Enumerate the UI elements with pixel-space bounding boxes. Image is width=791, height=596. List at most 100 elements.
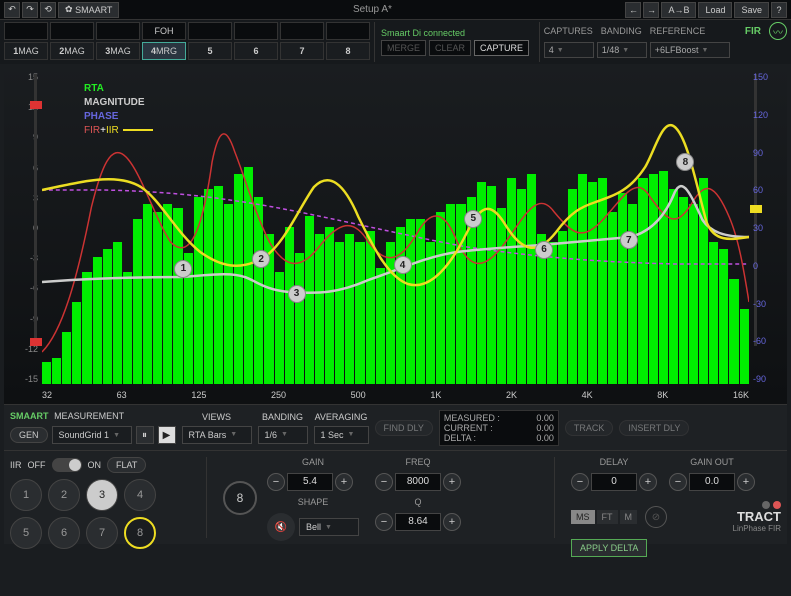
capture-slot[interactable] [234,22,278,40]
brand-label: TRACT [675,509,781,524]
save-button[interactable]: Save [734,2,769,18]
eq-band-node[interactable]: 2 [252,250,270,268]
iir-toggle[interactable] [52,458,82,472]
eq-band-node[interactable]: 8 [676,153,694,171]
shape-dropdown[interactable]: Bell [299,518,359,536]
reference-label: REFERENCE [650,26,706,36]
views-dropdown[interactable]: RTA Bars [182,426,252,444]
iir-label: IIR [10,460,22,470]
banding-dropdown2[interactable]: 1/6 [258,426,308,444]
ab-button[interactable]: A→B [661,2,696,18]
eq-band-node[interactable]: 6 [535,241,553,259]
find-delay-button[interactable]: FIND DLY [375,420,433,436]
source-dropdown[interactable]: SoundGrid 1 [52,426,132,444]
iir-band-8[interactable]: 8 [124,517,156,549]
analyzer-chart: 15129630-3-6-9-12-15 12345678 RTA MAGNIT… [4,64,787,404]
eq-band-node[interactable]: 7 [620,231,638,249]
chart-legend: RTA MAGNITUDE PHASE FIR+IIR [84,82,153,138]
iir-band-4[interactable]: 4 [124,479,156,511]
connection-status: Smaart Di connected [381,28,533,38]
delay-readout: MEASURED :0.00 CURRENT :0.00 DELTA :0.00 [439,410,559,446]
redo-button[interactable]: ↷ [22,2,38,18]
measurement-bar: SMAART MEASUREMENT GEN SoundGrid 1 ⏸ ▶ V… [4,404,787,450]
iir-band-6[interactable]: 6 [48,517,80,549]
capture-button[interactable]: CAPTURE [474,40,529,56]
merge-button[interactable]: MERGE [381,40,426,56]
iir-band-2[interactable]: 2 [48,479,80,511]
capture-tab[interactable]: 3 MAG [96,42,140,60]
capture-tab[interactable]: 8 [326,42,370,60]
banding-label: BANDING [601,26,642,36]
capture-slot[interactable] [326,22,370,40]
fir-pulse-icon[interactable]: 〰 [769,22,787,40]
flat-button[interactable]: FLAT [107,457,146,473]
delay-value[interactable]: 0 [591,473,637,491]
track-button[interactable]: TRACK [565,420,614,436]
capture-slot[interactable] [4,22,48,40]
delay-minus[interactable]: − [571,473,589,491]
gainout-plus[interactable]: + [737,473,755,491]
reference-dropdown[interactable]: +6LFBoost [650,42,730,58]
iir-band-1[interactable]: 1 [10,479,42,511]
capture-slot[interactable]: FOH [142,22,186,40]
insert-delay-button[interactable]: INSERT DLY [619,420,689,436]
preset-title: Setup A* [121,4,623,15]
capture-bar: FOH 1 MAG2 MAG3 MAG4 MRG5 6 7 8 Smaart D… [0,20,791,64]
captures-dropdown[interactable]: 4 [544,42,594,58]
help-button[interactable]: ? [771,2,787,18]
gain-value[interactable]: 5.4 [287,473,333,491]
fir-label: FIR [745,26,761,37]
capture-tab[interactable]: 7 [280,42,324,60]
gain-plus[interactable]: + [335,473,353,491]
mute-icon[interactable]: 🔇 [267,513,295,541]
gen-button[interactable]: GEN [10,427,48,443]
freq-plus[interactable]: + [443,473,461,491]
capture-slot[interactable] [188,22,232,40]
top-toolbar: ↶ ↷ ⟲ ✿ SMAART Setup A* ← → A→B Load Sav… [0,0,791,20]
eq-panel: IIR OFF ON FLAT 12345678 8 GAIN −5.4+ SH… [4,450,787,544]
capture-tab[interactable]: 1 MAG [4,42,48,60]
eq-band-node[interactable]: 5 [464,210,482,228]
averaging-dropdown[interactable]: 1 Sec [314,426,369,444]
capture-tab[interactable]: 2 MAG [50,42,94,60]
freq-minus[interactable]: − [375,473,393,491]
apply-delta-button[interactable]: APPLY DELTA [571,539,647,557]
selected-band-knob[interactable]: 8 [223,481,257,515]
iir-band-3[interactable]: 3 [86,479,118,511]
smaart-label: SMAART [10,411,49,421]
pause-button[interactable]: ⏸ [136,426,154,444]
undo-button[interactable]: ↶ [4,2,20,18]
capture-slot[interactable] [96,22,140,40]
capture-slot[interactable] [50,22,94,40]
capture-slot[interactable] [280,22,324,40]
q-value[interactable]: 8.64 [395,513,441,531]
left-range-slider[interactable] [34,74,37,346]
captures-label: CAPTURES [544,26,593,36]
gainout-minus[interactable]: − [669,473,687,491]
q-minus[interactable]: − [375,513,393,531]
reset-button[interactable]: ⟲ [40,2,56,18]
gain-minus[interactable]: − [267,473,285,491]
next-button[interactable]: → [643,2,659,18]
capture-tab[interactable]: 4 MRG [142,42,186,60]
play-button[interactable]: ▶ [158,426,176,444]
freq-value[interactable]: 8000 [395,473,441,491]
clear-button[interactable]: CLEAR [429,40,471,56]
gear-icon: ✿ [65,4,73,15]
capture-tab[interactable]: 6 [234,42,278,60]
null-icon[interactable]: ⊘ [645,506,667,528]
delay-plus[interactable]: + [639,473,657,491]
iir-band-5[interactable]: 5 [10,517,42,549]
settings-button[interactable]: ✿ SMAART [58,2,119,18]
banding-dropdown[interactable]: 1/48 [597,42,647,58]
q-plus[interactable]: + [443,513,461,531]
eq-band-node[interactable]: 4 [394,256,412,274]
iir-band-7[interactable]: 7 [86,517,118,549]
eq-band-node[interactable]: 1 [174,260,192,278]
eq-band-node[interactable]: 3 [288,285,306,303]
prev-button[interactable]: ← [625,2,641,18]
load-button[interactable]: Load [698,2,732,18]
capture-tab[interactable]: 5 [188,42,232,60]
delay-units[interactable]: MSFTM [571,510,637,524]
gainout-value[interactable]: 0.0 [689,473,735,491]
